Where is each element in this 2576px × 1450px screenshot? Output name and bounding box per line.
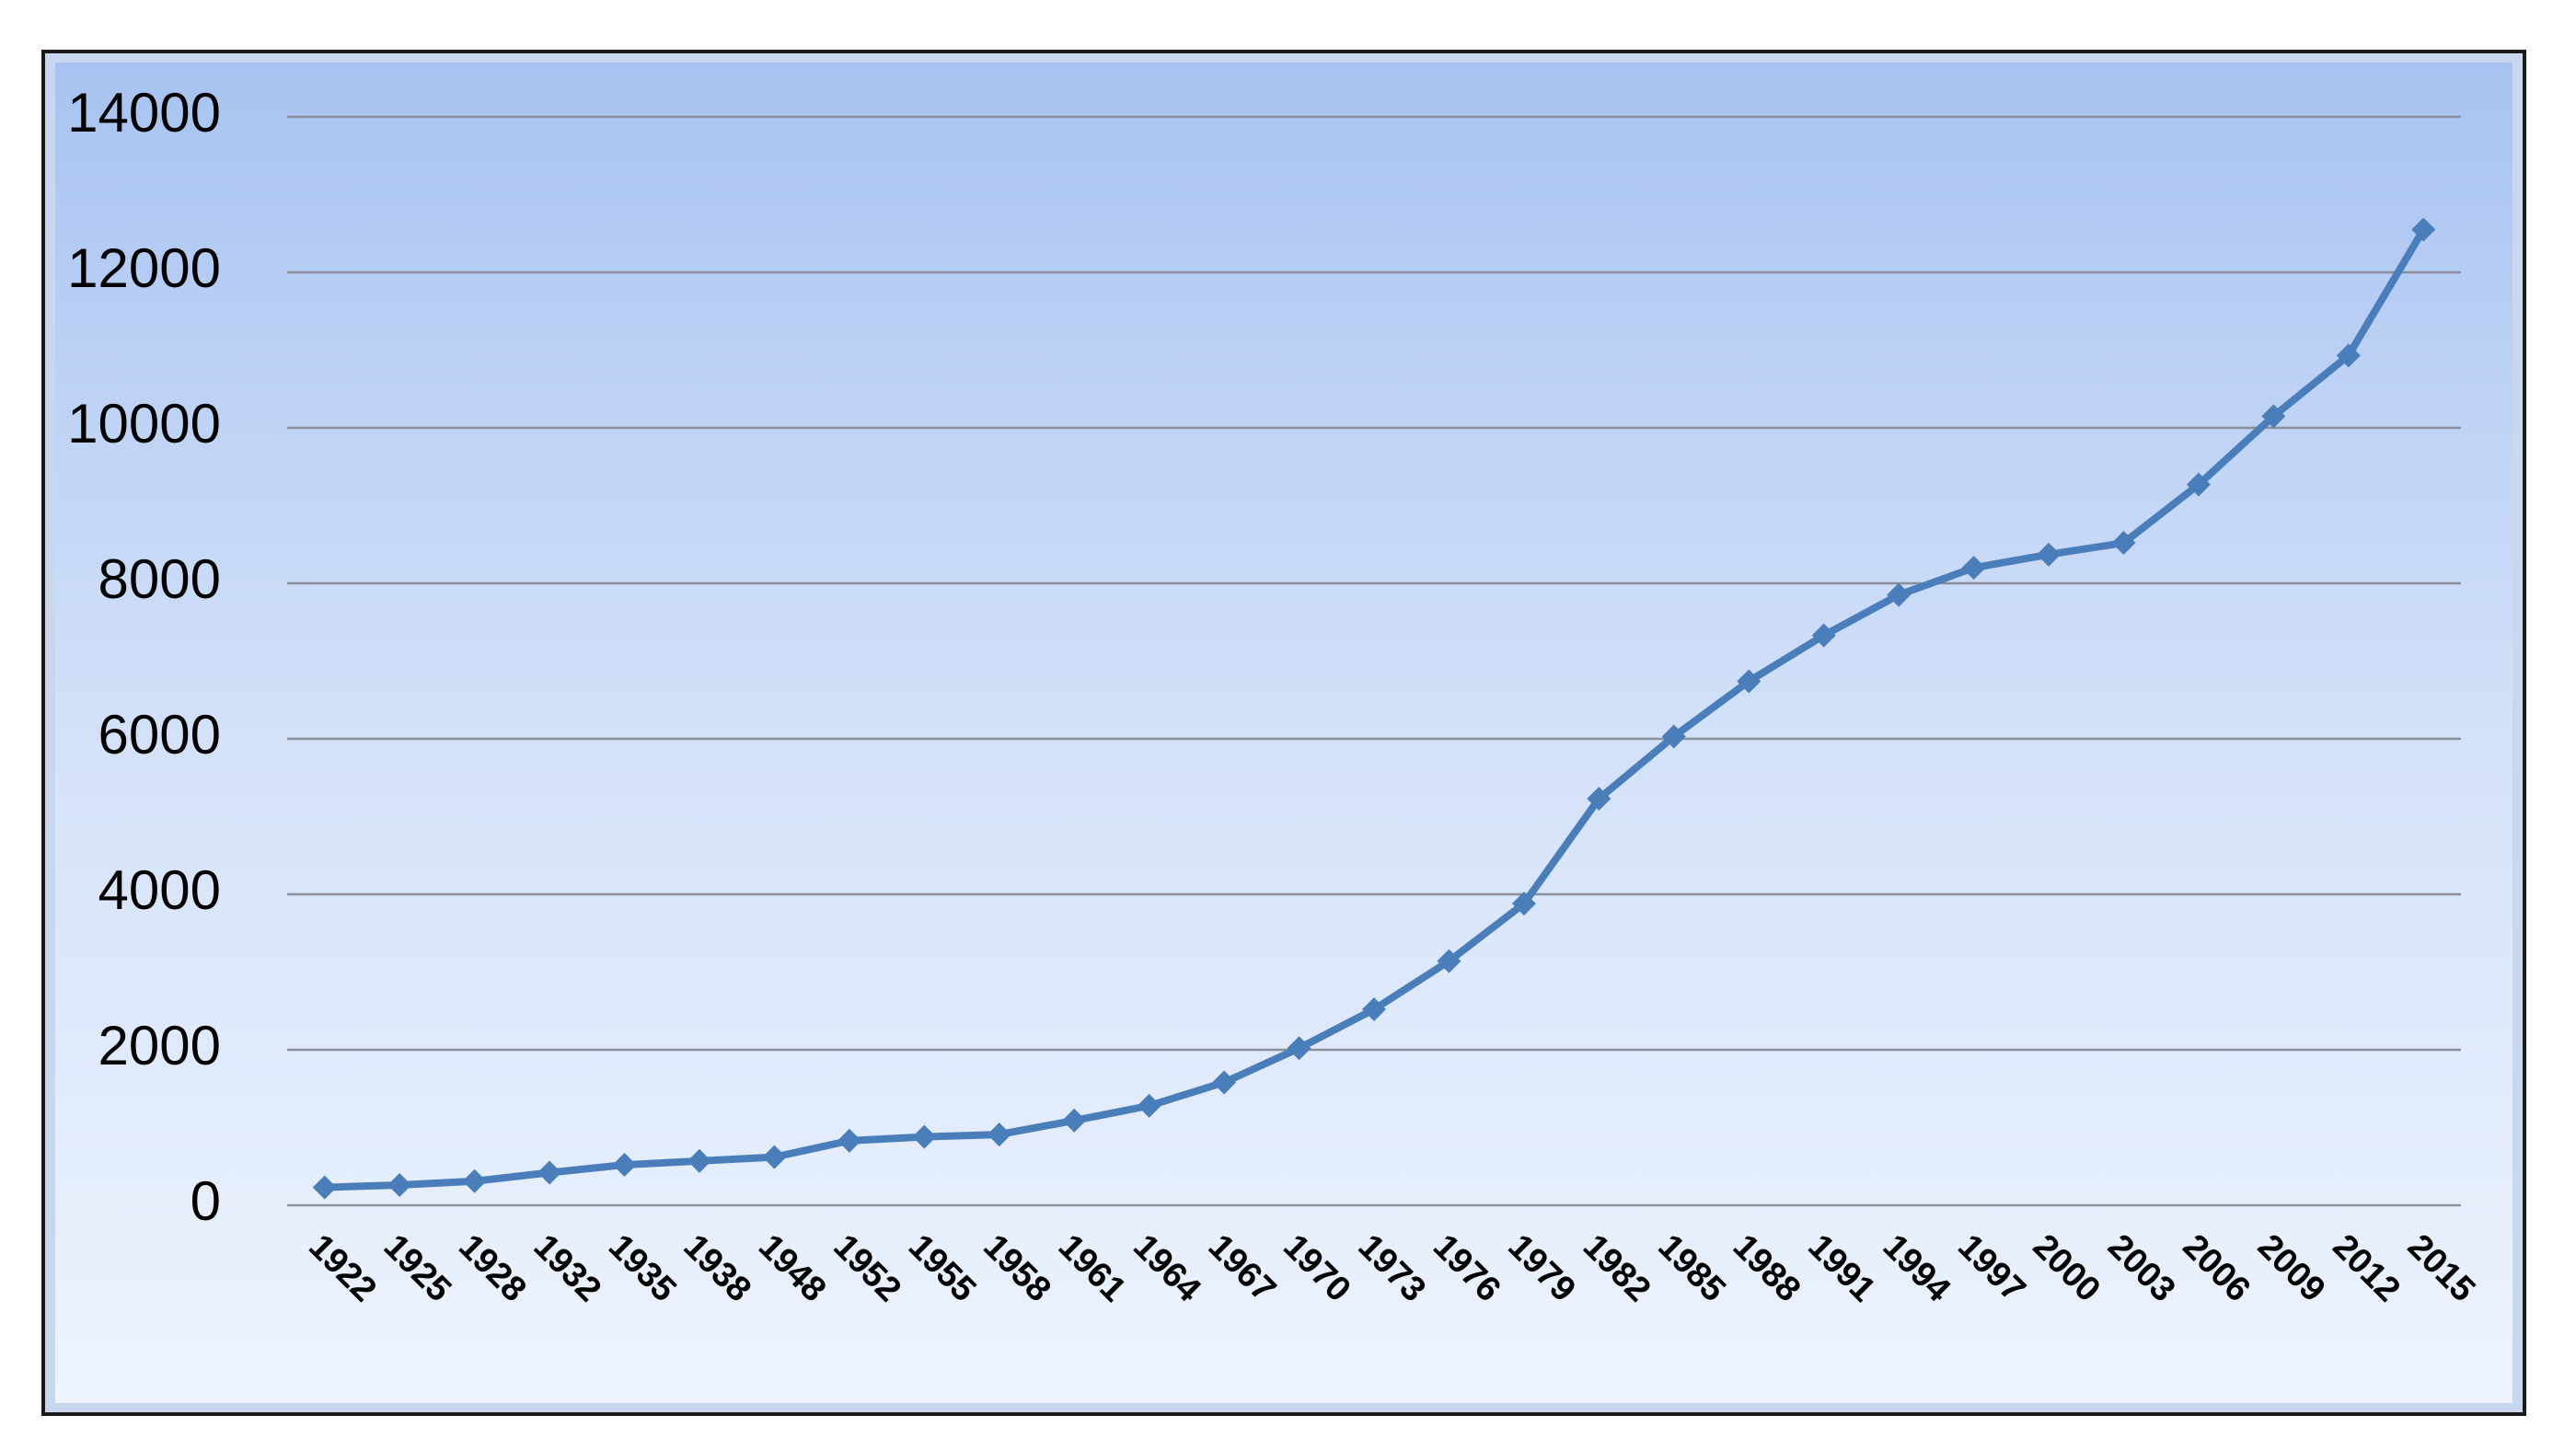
data-point	[1661, 724, 1686, 749]
data-point	[762, 1145, 787, 1169]
data-point	[1587, 787, 1611, 811]
data-point	[1212, 1070, 1237, 1095]
data-point	[987, 1122, 1011, 1147]
data-point	[2037, 542, 2062, 567]
data-point	[2186, 472, 2211, 497]
data-point	[1737, 669, 1762, 694]
y-tick-label: 2000	[98, 1015, 221, 1076]
y-tick-label: 8000	[98, 548, 221, 610]
data-point	[2111, 531, 2136, 556]
data-point	[2411, 217, 2436, 242]
data-point	[1811, 623, 1836, 648]
data-point	[537, 1160, 562, 1185]
data-point	[312, 1175, 337, 1200]
data-point	[2336, 343, 2361, 368]
data-point	[1062, 1108, 1087, 1133]
plot-background	[55, 63, 2512, 1403]
data-point	[912, 1124, 937, 1149]
data-point	[612, 1153, 637, 1178]
data-point	[2261, 404, 2286, 429]
data-point	[1287, 1036, 1311, 1061]
y-tick-label: 14000	[67, 82, 221, 144]
y-tick-label: 10000	[67, 393, 221, 455]
y-tick-label: 4000	[98, 859, 221, 921]
y-tick-label: 12000	[67, 237, 221, 299]
data-point	[462, 1168, 487, 1193]
data-point	[837, 1128, 861, 1153]
data-point	[1887, 582, 1912, 607]
data-point	[387, 1173, 412, 1198]
data-point	[1961, 556, 1986, 581]
data-point	[1437, 949, 1461, 973]
data-point	[687, 1148, 711, 1173]
data-point	[1137, 1093, 1161, 1118]
y-tick-label: 0	[191, 1170, 221, 1232]
data-point	[1511, 892, 1536, 916]
data-point	[1362, 997, 1386, 1022]
y-tick-label: 6000	[98, 704, 221, 765]
